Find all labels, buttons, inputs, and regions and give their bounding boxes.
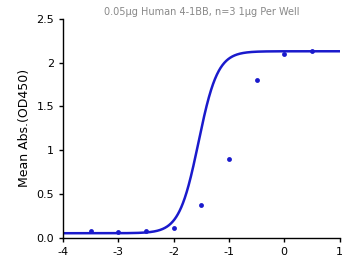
- Title: 0.05μg Human 4-1BB, n=3 1μg Per Well: 0.05μg Human 4-1BB, n=3 1μg Per Well: [104, 7, 299, 17]
- Y-axis label: Mean Abs.(OD450): Mean Abs.(OD450): [18, 69, 31, 187]
